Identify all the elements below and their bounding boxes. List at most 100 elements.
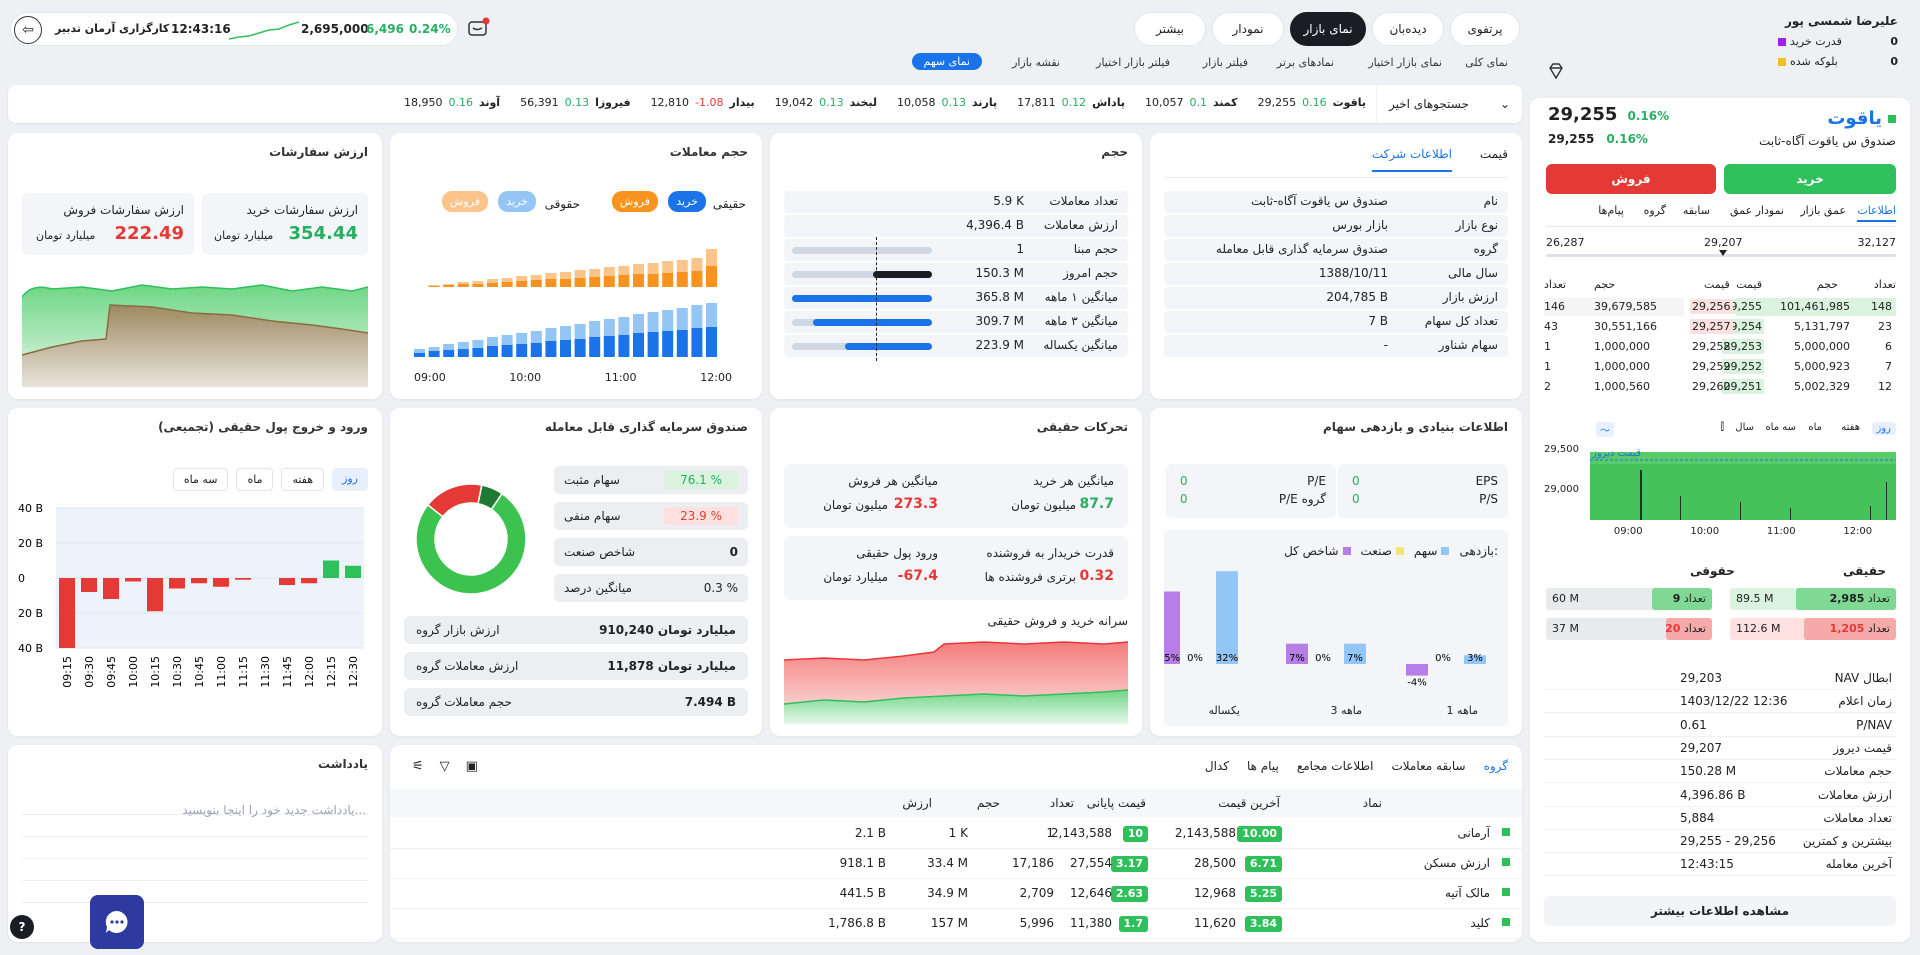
gtab-messages[interactable]: پیام ها: [1246, 759, 1279, 773]
ob-buy-count: 12: [1878, 380, 1892, 393]
line-chart-icon[interactable]: 〜: [1596, 422, 1614, 437]
volume-divider: [876, 237, 877, 361]
sell-real-bar: [706, 266, 717, 287]
subtab-market-filter[interactable]: فیلتر بازار: [1202, 56, 1248, 69]
groups-table-header: نماد آخرین قیمت قیمت پایانی تعداد حجم ار…: [390, 789, 1522, 817]
gtab-codal[interactable]: کدال: [1204, 759, 1229, 773]
diamond-icon[interactable]: [1547, 62, 1565, 80]
symbol-price: 29,255: [1548, 104, 1618, 125]
orderbook-row[interactable]: 6 5,000,000 29,253 29,258 1,000,000 1: [1544, 338, 1896, 356]
tab-company-info[interactable]: اطلاعات شرکت: [1371, 147, 1452, 172]
row-last-pct: 3.84: [1244, 916, 1282, 932]
mf-y-label: 40 B: [18, 502, 43, 515]
tab-price[interactable]: قیمت: [1479, 147, 1508, 161]
period-year[interactable]: سال: [1735, 422, 1754, 433]
subtab-market-map[interactable]: نقشه بازار: [1012, 56, 1060, 69]
volume-row: حجم امروز 150.3 M: [784, 263, 1128, 285]
nav-pertfovi[interactable]: پرتفوی: [1450, 12, 1520, 46]
nav-watchlist[interactable]: دیده‌بان: [1372, 12, 1444, 46]
mf-period-week[interactable]: هفته: [281, 468, 325, 491]
legend-sell-real[interactable]: فروش: [611, 191, 658, 212]
subtab-top-symbols[interactable]: نمادهای برتر: [1276, 56, 1334, 69]
mf-bar: [345, 565, 361, 578]
chat-button[interactable]: [90, 895, 144, 949]
gtab-group[interactable]: گروه: [1483, 759, 1508, 773]
logout-icon[interactable]: ⇦: [14, 16, 42, 44]
buy-real-bar: [647, 332, 659, 357]
ticker-item[interactable]: 10,058 0.13 پارند: [897, 96, 997, 109]
symbol-info-row: زمان اعلام 1403/12/22 12:36: [1544, 691, 1896, 714]
subtab-options-filter[interactable]: فیلتر بازار اختیار: [1096, 56, 1170, 69]
mf-period-month[interactable]: ماه: [236, 468, 274, 491]
mf-period-day[interactable]: روز: [332, 468, 368, 491]
orderbook-row[interactable]: 23 5,131,797 29,254 29,257 30,551,166 43: [1544, 318, 1896, 336]
orderbook-row[interactable]: 148 101,461,985 29,255 29,256 39,679,585 146: [1544, 298, 1896, 316]
sell-real-bar: [633, 274, 644, 287]
period-day[interactable]: روز: [1871, 422, 1896, 435]
row-vol: 1 K: [948, 826, 968, 840]
nav-chart[interactable]: نمودار: [1212, 12, 1284, 46]
sell-button[interactable]: فروش: [1546, 164, 1716, 194]
subtab-options-view[interactable]: نمای بازار اختیار: [1368, 56, 1442, 69]
power-sub: برتری فروشنده ها: [984, 570, 1076, 584]
export-excel-icon[interactable]: ▣: [465, 759, 478, 774]
ob-buy-vol: 5,000,000: [1794, 340, 1850, 353]
nav-more[interactable]: بیشتر: [1134, 12, 1206, 46]
fundamental-title: اطلاعات بنیادی و بازدهی سهام: [1323, 420, 1508, 434]
table-row[interactable]: ارزش مسکن 6.71 28,500 3.17 27,554 17,186 33.4 …: [390, 849, 1522, 879]
company-value: 1388/10/11: [1318, 266, 1388, 280]
buy-power-value: 0: [1890, 35, 1898, 48]
buy-real-bar: [487, 346, 498, 357]
tab-info[interactable]: اطلاعات: [1857, 204, 1896, 222]
tab-depth-chart[interactable]: نمودار عمق: [1730, 204, 1784, 217]
orders-sell-value: 222.49: [114, 223, 184, 244]
period-month[interactable]: ماه: [1808, 422, 1822, 433]
tab-group[interactable]: گروه: [1643, 204, 1666, 217]
tab-messages[interactable]: پیام‌ها: [1598, 204, 1624, 217]
ticker-item[interactable]: 56,391 0.13 فیروزا: [520, 96, 630, 109]
notes-textarea[interactable]: یادداشت جدید خود را اینجا بنویسید...: [22, 793, 368, 911]
money-flow-card: ورود و خروج پول حقیقی (تجمیعی) روز هفته …: [8, 408, 382, 736]
hh-sell-vol: 112.6 M: [1736, 622, 1781, 635]
table-row[interactable]: آرمانی 10.00 2,143,588 10 2,143,588 1 1 K 2.1 B: [390, 819, 1522, 849]
orderbook-row[interactable]: 7 5,000,923 29,252 29,259 1,000,000 1: [1544, 358, 1896, 376]
help-icon[interactable]: ?: [10, 915, 34, 939]
period-3month[interactable]: سه ماه: [1765, 422, 1796, 433]
orderbook-row[interactable]: 12 5,002,329 29,251 29,260 1,000,560 2: [1544, 378, 1896, 396]
ticker-item[interactable]: 18,950 0.16 آوند: [404, 96, 500, 109]
candle-icon[interactable]: ⫿: [1720, 422, 1724, 433]
buy-real-bar: [633, 333, 644, 357]
filter-icon[interactable]: ▽: [439, 759, 450, 774]
table-row[interactable]: کلید 3.84 11,620 1.7 11,380 5,996 157 M 1,786.8…: [390, 909, 1522, 939]
ticker-item[interactable]: 12,810 -1.08 بیدار: [651, 96, 755, 109]
tab-depth[interactable]: عمق بازار: [1800, 204, 1846, 217]
nav-market-view[interactable]: نمای بازار: [1290, 12, 1366, 46]
buy-button[interactable]: خرید: [1724, 164, 1896, 194]
blocked-icon: [1778, 57, 1786, 66]
ticker-item[interactable]: 17,811 0.12 پاداش: [1017, 96, 1125, 109]
money-in-label: ورود پول حقیقی: [856, 546, 938, 560]
subtab-symbol-view[interactable]: نمای سهم: [911, 53, 982, 70]
ticker-price: 18,950: [403, 96, 443, 109]
sell-legal-bar: [603, 267, 615, 276]
gtab-meetings[interactable]: اطلاعات مجامع: [1296, 759, 1374, 773]
mf-period-3month[interactable]: سه ماه: [172, 468, 229, 491]
ticker-item[interactable]: 29,255 0.16 یاقوت: [1258, 96, 1366, 109]
period-week[interactable]: هفته: [1841, 422, 1860, 433]
more-info-button[interactable]: مشاهده اطلاعات بیشتر: [1544, 896, 1896, 926]
legend-buy-real[interactable]: خرید: [668, 191, 706, 212]
ticker-item[interactable]: 19,042 0.13 لبخند: [775, 96, 877, 109]
ticker-item[interactable]: 10,057 0.1 کمند: [1145, 96, 1238, 109]
volume-key: حجم مبنا: [1073, 242, 1118, 256]
recent-search-dropdown[interactable]: جستجوهای اخیر ⌄: [1376, 85, 1522, 123]
legend-sell-legal[interactable]: فروش: [441, 191, 488, 212]
tab-history[interactable]: سابقه: [1682, 204, 1710, 217]
legend-buy-legal[interactable]: خرید: [498, 191, 536, 212]
notification-icon[interactable]: [466, 16, 490, 40]
subtab-overview[interactable]: نمای کلی: [1465, 56, 1508, 69]
volume-key: میانگین ۱ ماهه: [1044, 290, 1118, 304]
settings-sliders-icon[interactable]: ⚟: [412, 759, 424, 774]
table-row[interactable]: مالک آتیه 5.25 12,968 2.63 12,646 2,709 34.9 M…: [390, 879, 1522, 909]
avg-buy-value: 87.7: [1079, 496, 1114, 512]
gtab-trade-history[interactable]: سابقه معاملات: [1391, 759, 1466, 773]
